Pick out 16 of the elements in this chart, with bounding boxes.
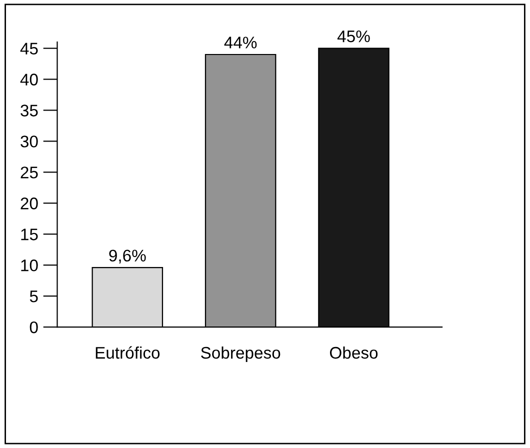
y-tick-label: 0 xyxy=(30,321,38,334)
data-label: 45% xyxy=(337,30,370,42)
y-tick-label: 45 xyxy=(20,42,38,55)
x-tick-label: Obeso xyxy=(330,346,378,359)
y-tick-label: 40 xyxy=(20,74,38,86)
y-tick-label: 5 xyxy=(30,290,38,302)
y-tick-label: 20 xyxy=(20,198,38,210)
y-tick-label: 25 xyxy=(20,166,38,178)
y-tick-label: 30 xyxy=(20,136,38,148)
data-label: 44% xyxy=(224,36,257,48)
data-label: 9,6% xyxy=(109,250,146,264)
x-tick-label: Sobrepeso xyxy=(201,346,280,362)
y-tick-label: 15 xyxy=(21,228,38,240)
y-tick-label: 10 xyxy=(21,260,38,272)
x-tick-label: Eutrófico xyxy=(96,346,160,359)
y-tick-label: 35 xyxy=(20,104,38,116)
